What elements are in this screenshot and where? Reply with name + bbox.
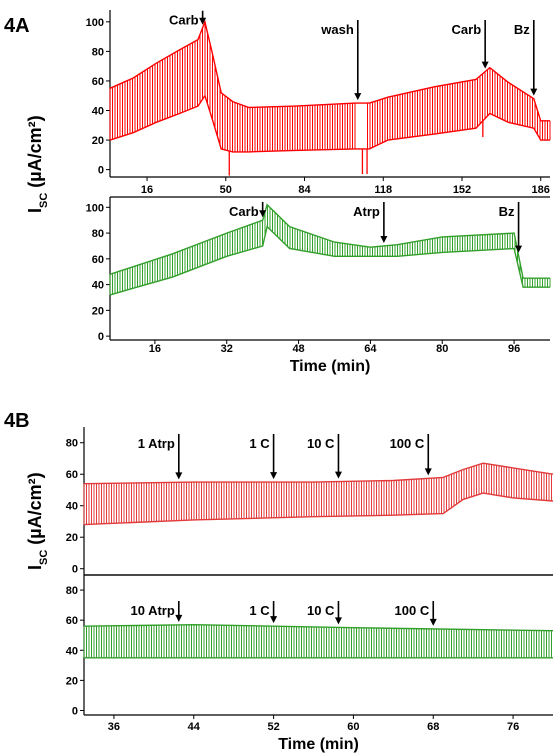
y-axis-title-subscript: SC <box>38 193 50 208</box>
x-tick-label: 64 <box>364 343 377 355</box>
annotation-arrow-head <box>515 245 523 253</box>
annotation-label: Carb <box>229 204 259 219</box>
plots-group: 0 20 40 60 80 100 16 50 84 118 152 186 Carb wash Carb B… <box>25 10 554 753</box>
annotation-label: 100 C <box>395 603 430 618</box>
x-tick-label: 44 <box>188 721 201 733</box>
x-tick-label: 52 <box>267 721 279 733</box>
x-tick-label: 152 <box>453 184 471 196</box>
x-axis-title: Time (min) <box>278 736 359 753</box>
x-tick-label: 118 <box>374 184 392 196</box>
y-tick-label: 80 <box>66 438 78 450</box>
panel-label-4a: 4A <box>4 15 30 37</box>
y-tick-label: 40 <box>66 501 78 513</box>
annotation-arrow-head <box>354 93 362 101</box>
y-tick-label: 40 <box>92 105 104 117</box>
y-tick-label: 60 <box>66 469 78 481</box>
annotation-label: Bz <box>499 204 515 219</box>
y-tick-label: 20 <box>66 532 78 544</box>
trace-upper-envelope <box>109 203 550 279</box>
x-tick-label: 50 <box>220 184 232 196</box>
x-tick-label: 48 <box>292 343 304 355</box>
x-tick-label: 32 <box>221 343 233 355</box>
y-tick-label: 80 <box>66 585 78 597</box>
annotation-label: wash <box>320 22 354 37</box>
trace-upper-envelope <box>83 623 554 632</box>
annotation-arrow-head <box>429 618 437 626</box>
y-axis-title-unit: (µA/cm²) <box>25 115 45 192</box>
trace-lower-envelope <box>109 94 550 153</box>
annotation-arrow-head <box>380 235 388 243</box>
y-axis-title: ISC (µA/cm²) <box>25 115 50 213</box>
y-axis-title-main: I <box>25 565 45 570</box>
trace-lower-envelope <box>83 492 554 526</box>
trace-series <box>109 22 551 152</box>
y-tick-label: 100 <box>86 202 104 214</box>
annotation-label: Atrp <box>353 204 380 219</box>
x-tick-label: 96 <box>508 343 520 355</box>
y-axis-title-unit: (µA/cm²) <box>25 472 45 549</box>
x-tick-label: 76 <box>507 721 519 733</box>
y-tick-label: 40 <box>66 645 78 657</box>
x-tick-label: 186 <box>532 184 550 196</box>
annotation-label: 10 C <box>307 603 335 618</box>
annotation-label: 100 C <box>390 436 425 451</box>
trace-series <box>83 624 552 658</box>
annotation-arrow-head <box>199 17 207 25</box>
annotation-label: 1 C <box>249 603 270 618</box>
x-axis-title: Time (min) <box>290 358 371 375</box>
y-tick-label: 60 <box>92 254 104 266</box>
annotation-label: Carb <box>452 22 482 37</box>
trace-upper-envelope <box>109 19 550 122</box>
y-tick-label: 20 <box>92 135 104 147</box>
y-tick-label: 0 <box>72 705 78 717</box>
annotation-arrow-head <box>270 616 278 624</box>
annotation-arrow-head <box>334 617 342 625</box>
y-tick-label: 0 <box>72 564 78 576</box>
annotation-arrow-head <box>259 210 267 218</box>
y-tick-label: 20 <box>92 305 104 317</box>
annotation-arrow-head <box>175 472 183 480</box>
trace-series <box>83 463 552 525</box>
y-tick-label: 100 <box>86 17 104 29</box>
x-tick-label: 36 <box>108 721 120 733</box>
annotation-label: 10 C <box>307 436 335 451</box>
annotation-arrow-head <box>334 471 342 479</box>
x-tick-label: 16 <box>149 343 161 355</box>
x-tick-label: 80 <box>436 343 448 355</box>
annotation-label: 1 C <box>249 436 270 451</box>
y-tick-label: 40 <box>92 280 104 292</box>
y-axis-title-subscript: SC <box>38 550 50 565</box>
y-tick-label: 20 <box>66 675 78 687</box>
y-tick-label: 60 <box>66 615 78 627</box>
y-axis-title-main: I <box>25 208 45 213</box>
y-tick-label: 80 <box>92 228 104 240</box>
annotation-label: 1 Atrp <box>138 436 175 451</box>
chart-2: 0 20 40 60 80 100 16 32 48 64 80 96 Carb Atrp Bz Time (… <box>86 196 551 375</box>
annotation-arrow-head <box>424 468 432 476</box>
y-tick-label: 0 <box>98 331 104 343</box>
y-tick-label: 80 <box>92 46 104 58</box>
trace-series <box>109 205 551 295</box>
annotation-label: 10 Atrp <box>130 603 174 618</box>
panel-label-4b: 4B <box>4 410 30 432</box>
x-tick-label: 16 <box>141 184 153 196</box>
y-tick-label: 60 <box>92 76 104 88</box>
trace-upper-envelope <box>83 462 554 485</box>
x-tick-label: 68 <box>427 721 439 733</box>
annotation-arrow-head <box>175 614 183 622</box>
annotation-arrow-head <box>270 472 278 480</box>
chart-3: 0 20 40 60 80 1 Atrp 1 C 10 C 100 C ISC (µA/cm²) <box>25 427 554 576</box>
trace-lower-envelope <box>109 225 550 296</box>
annotation-label: Bz <box>514 22 530 37</box>
annotation-label: Carb <box>169 13 199 28</box>
y-tick-label: 0 <box>98 165 104 177</box>
annotation-arrow-head <box>481 61 489 69</box>
chart-1: 0 20 40 60 80 100 16 50 84 118 152 186 Carb wash Carb B… <box>25 10 551 213</box>
chart-4: 0 20 40 60 80 36 44 52 60 68 76 10 Atrp 1 C 10 C 100 C… <box>66 574 554 753</box>
x-tick-label: 60 <box>347 721 359 733</box>
x-tick-label: 84 <box>298 184 311 196</box>
annotation-arrow-head <box>530 88 538 96</box>
y-axis-title: ISC (µA/cm²) <box>25 472 50 570</box>
